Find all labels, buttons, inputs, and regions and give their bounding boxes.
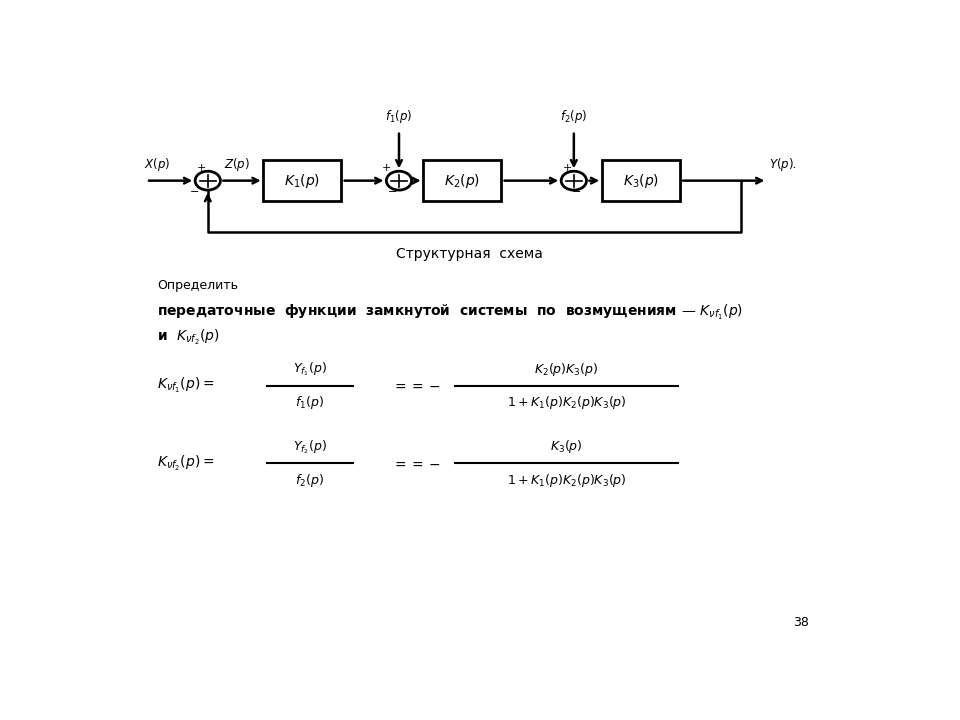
Text: $K_3(p)$: $K_3(p)$ [623,171,659,189]
Text: $K_2(p)K_3(p)$: $K_2(p)K_3(p)$ [534,361,599,378]
Text: $Z(p)$: $Z(p)$ [225,156,251,174]
Text: $K_{\nu f_2}(p)=$: $K_{\nu f_2}(p)=$ [157,454,215,473]
Text: +: + [564,163,572,174]
Text: +: + [197,163,206,174]
Text: 38: 38 [793,616,808,629]
Text: $f_2(p)$: $f_2(p)$ [560,108,588,125]
Text: $==-$: $==-$ [392,379,441,393]
Text: $1+K_1(p)K_2(p)K_3(p)$: $1+K_1(p)K_2(p)K_3(p)$ [507,472,626,489]
Text: $==-$: $==-$ [392,456,441,470]
Text: $K_1(p)$: $K_1(p)$ [284,171,321,189]
Text: −: − [190,186,199,197]
Text: $K_3(p)$: $K_3(p)$ [550,438,583,455]
Bar [423,160,501,202]
Circle shape [195,171,221,190]
Text: $Y_{f_1}(p)$: $Y_{f_1}(p)$ [293,360,326,378]
Text: $K_{\nu f_1}(p)=$: $K_{\nu f_1}(p)=$ [157,377,215,395]
Text: $1+K_1(p)K_2(p)K_3(p)$: $1+K_1(p)K_2(p)K_3(p)$ [507,394,626,411]
Text: $Y(p)$.: $Y(p)$. [769,156,797,174]
Circle shape [562,171,587,190]
Text: $K_2(p)$: $K_2(p)$ [444,171,480,189]
Text: $f_1(p)$: $f_1(p)$ [296,394,324,411]
Bar [602,160,680,202]
Text: $X(p)$: $X(p)$ [144,156,170,173]
Text: $f_2(p)$: $f_2(p)$ [296,472,324,489]
Text: $f_1(p)$: $f_1(p)$ [385,108,413,125]
Text: −: − [571,186,581,197]
Bar [263,160,342,202]
Circle shape [386,171,412,190]
Text: $Y_{f_2}(p)$: $Y_{f_2}(p)$ [293,438,326,456]
Text: передаточные  функции  замкнутой  системы  по  возмущениям — $K_{\nu f_1}(p)$: передаточные функции замкнутой системы п… [157,302,743,322]
Text: Структурная  схема: Структурная схема [396,247,543,261]
Text: и  $K_{\nu f_2}(p)$: и $K_{\nu f_2}(p)$ [157,328,220,346]
Text: +: + [382,163,391,174]
Text: −: − [388,186,397,197]
Text: Определить: Определить [157,279,238,292]
